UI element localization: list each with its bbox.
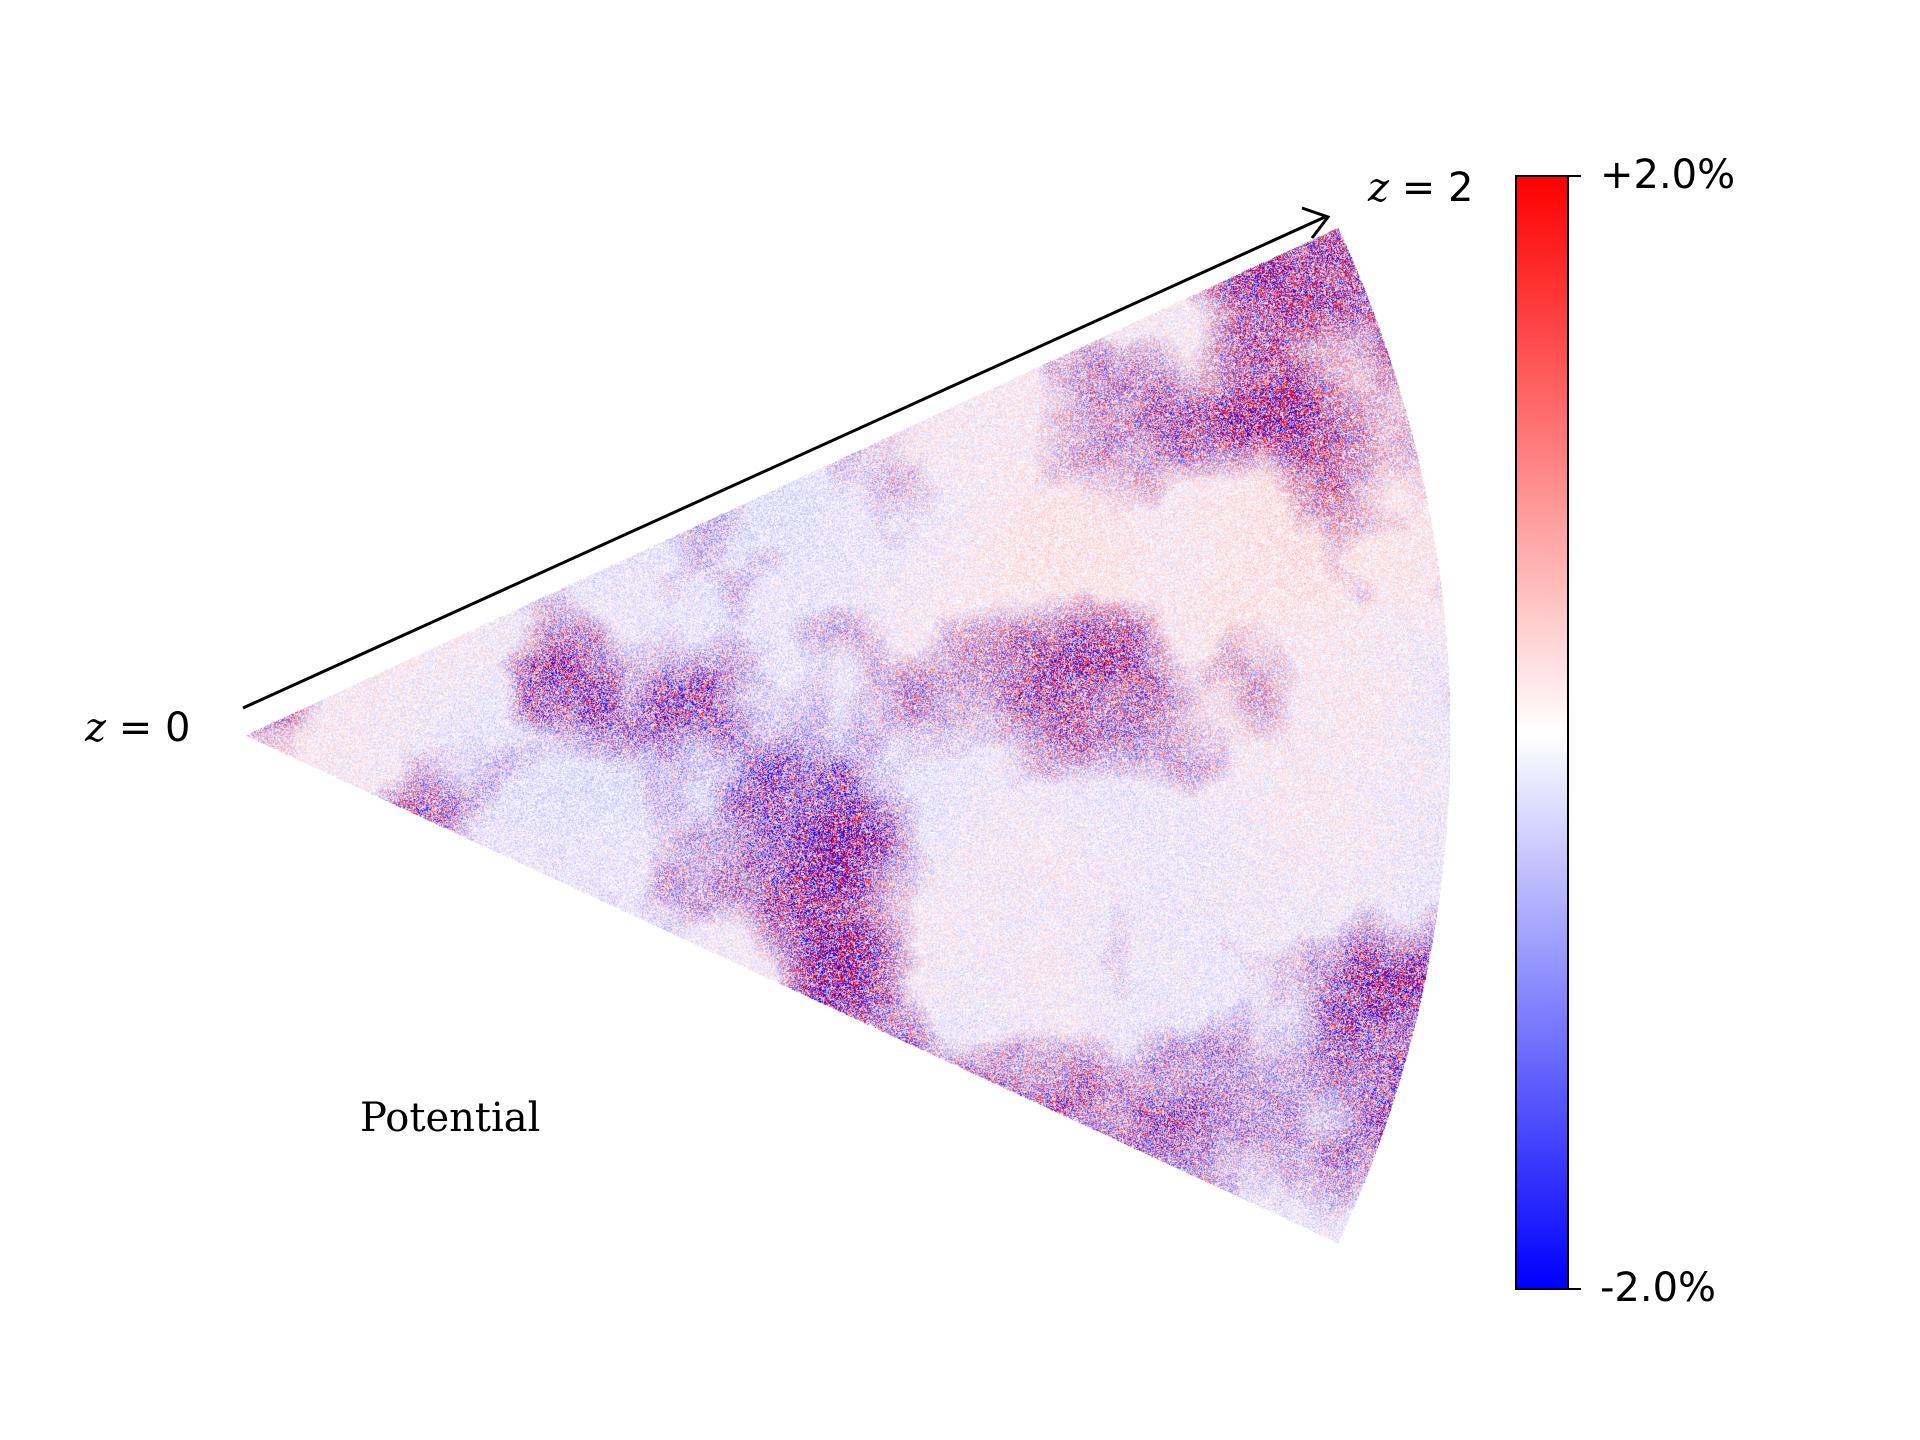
- redshift-end-label: z = 2: [1368, 165, 1474, 211]
- redshift-arrow: [242, 215, 1326, 710]
- redshift-start-label: z = 0: [85, 705, 191, 751]
- arrow-right-icon: [1301, 206, 1331, 239]
- colorbar-tick-min: [1569, 1288, 1581, 1290]
- field-label: Potential: [360, 1095, 541, 1141]
- colorbar-min-label: -2.0%: [1600, 1265, 1717, 1311]
- colorbar: [1515, 175, 1569, 1290]
- colorbar-tick-max: [1569, 175, 1581, 177]
- colorbar-max-label: +2.0%: [1600, 152, 1736, 198]
